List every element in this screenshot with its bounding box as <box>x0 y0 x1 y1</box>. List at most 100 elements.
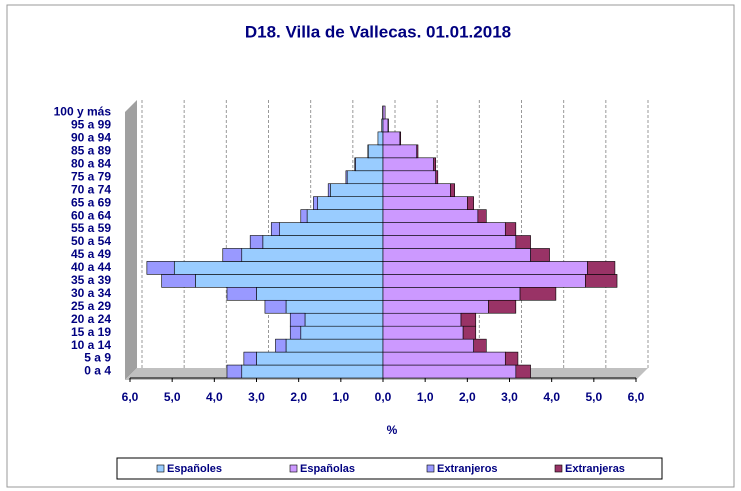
bar <box>504 222 517 236</box>
bar <box>256 351 384 366</box>
y-tick-label: 50 a 54 <box>71 234 111 248</box>
bar <box>460 312 477 327</box>
bar <box>241 364 384 379</box>
side-wall <box>125 100 137 380</box>
bar <box>382 364 517 379</box>
bar <box>488 299 517 314</box>
bar <box>146 261 175 275</box>
bar <box>399 131 402 146</box>
x-tick-label: 5,0 <box>164 390 181 404</box>
bar <box>435 170 439 185</box>
y-tick-label: 45 a 49 <box>71 247 111 261</box>
bar <box>585 274 618 288</box>
bar <box>433 157 437 172</box>
bar <box>249 235 264 249</box>
bar <box>226 287 257 301</box>
legend-swatch <box>426 464 435 473</box>
x-tick-label: 4,0 <box>543 390 560 404</box>
bar <box>279 222 384 236</box>
bar <box>222 248 243 262</box>
bar <box>382 351 506 366</box>
legend-label: Españolas <box>300 463 355 475</box>
bar <box>462 325 477 340</box>
y-tick-label: 0 a 4 <box>84 364 111 378</box>
x-tick-label: 1,0 <box>417 390 434 404</box>
bar <box>173 261 384 275</box>
y-tick-label: 65 a 69 <box>71 195 111 209</box>
bar <box>300 325 384 340</box>
y-tick-label: 60 a 64 <box>71 208 111 222</box>
bar <box>467 196 474 210</box>
y-tick-label: 85 a 89 <box>71 144 111 158</box>
y-tick-label: 15 a 19 <box>71 325 111 339</box>
bar <box>300 209 308 223</box>
bar <box>327 183 331 197</box>
y-tick-label: 35 a 39 <box>71 273 111 287</box>
y-tick-label: 20 a 24 <box>71 312 111 326</box>
bar <box>477 209 487 223</box>
y-tick-label: 75 a 79 <box>71 169 111 183</box>
bar <box>317 196 384 210</box>
bar <box>382 312 462 327</box>
y-tick-label: 30 a 34 <box>71 286 111 300</box>
bar <box>304 312 384 327</box>
bar <box>346 170 384 185</box>
y-tick-label: 40 a 44 <box>71 260 111 274</box>
bar <box>367 144 384 159</box>
y-tick-label: 95 a 99 <box>71 118 111 132</box>
y-tick-label: 80 a 84 <box>71 156 111 170</box>
bar <box>382 261 588 275</box>
y-tick-label: 70 a 74 <box>71 182 111 196</box>
y-tick-label: 25 a 29 <box>71 299 111 313</box>
bar <box>382 170 437 185</box>
bar <box>382 338 474 353</box>
legend-swatch <box>554 464 563 473</box>
legend-label: Españoles <box>167 463 222 475</box>
bar <box>382 325 464 340</box>
bar <box>450 183 455 197</box>
bar <box>382 248 531 262</box>
x-tick-label: 2,0 <box>459 390 476 404</box>
x-tick-label: 2,0 <box>290 390 307 404</box>
legend-label: Extranjeras <box>565 463 625 475</box>
x-tick-label: 0,0 <box>375 390 392 404</box>
bar <box>519 287 557 301</box>
bar <box>382 183 451 197</box>
bar <box>306 209 384 223</box>
bar <box>275 338 287 353</box>
bar <box>354 157 356 172</box>
bar <box>270 222 280 236</box>
x-tick-label: 6,0 <box>628 390 645 404</box>
bar <box>382 131 401 146</box>
bar <box>226 364 243 379</box>
x-tick-label: 5,0 <box>585 390 602 404</box>
x-tick-label: 1,0 <box>332 390 349 404</box>
bar <box>313 196 318 210</box>
bar <box>515 364 531 379</box>
bar <box>382 299 489 314</box>
bar <box>285 338 384 353</box>
bar <box>355 157 384 172</box>
bar <box>382 157 434 172</box>
legend-swatch <box>156 464 165 473</box>
bar <box>195 274 384 288</box>
legend-box <box>116 457 663 480</box>
x-tick-label: 4,0 <box>206 390 223 404</box>
bar <box>377 131 384 146</box>
bar <box>256 287 384 301</box>
bar <box>264 299 287 314</box>
x-axis-label: % <box>387 423 398 437</box>
bar <box>530 248 550 262</box>
y-tick-label: 5 a 9 <box>84 351 111 365</box>
bar <box>345 170 348 185</box>
y-tick-label: 55 a 59 <box>71 221 111 235</box>
bar <box>285 299 384 314</box>
chart-title: D18. Villa de Vallecas. 01.01.2018 <box>245 22 511 41</box>
bar <box>382 274 586 288</box>
legend-swatch <box>289 464 298 473</box>
bar <box>241 248 384 262</box>
bar <box>515 235 531 249</box>
bar <box>416 144 419 159</box>
bar <box>504 351 519 366</box>
